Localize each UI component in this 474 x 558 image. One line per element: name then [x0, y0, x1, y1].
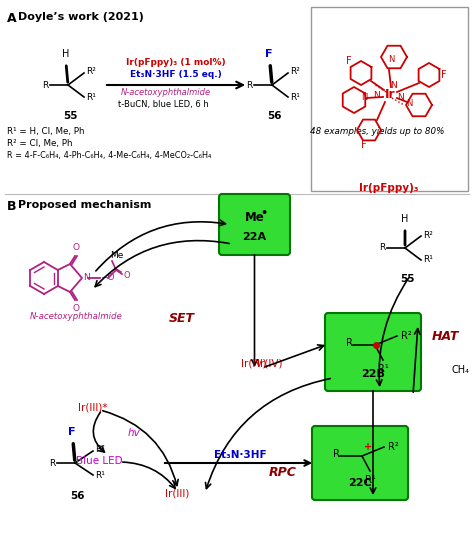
Text: Et₃N·3HF: Et₃N·3HF	[214, 450, 266, 460]
Text: R: R	[346, 338, 353, 348]
FancyBboxPatch shape	[312, 426, 408, 500]
Text: F: F	[265, 49, 273, 59]
Text: R¹: R¹	[86, 93, 96, 102]
Text: •: •	[260, 208, 267, 218]
Text: R: R	[246, 80, 252, 89]
Text: R = 4-F-C₆H₄, 4-Ph-C₆H₄, 4-Me-C₆H₄, 4-MeCO₂-C₆H₄: R = 4-F-C₆H₄, 4-Ph-C₆H₄, 4-Me-C₆H₄, 4-Me…	[7, 151, 211, 160]
Text: Ir(IV): Ir(IV)	[241, 358, 267, 368]
Text: R²: R²	[86, 68, 96, 76]
Text: F: F	[346, 56, 352, 66]
Text: R: R	[333, 449, 339, 459]
FancyBboxPatch shape	[325, 313, 421, 391]
Text: 56: 56	[70, 491, 84, 501]
Text: R¹: R¹	[365, 475, 375, 485]
Text: O: O	[73, 243, 80, 252]
Text: N: N	[361, 94, 367, 103]
Text: N: N	[391, 80, 397, 89]
Text: Et₃N·3HF (1.5 eq.): Et₃N·3HF (1.5 eq.)	[130, 70, 222, 79]
Text: Ir(III): Ir(III)	[165, 488, 190, 498]
Text: +: +	[364, 442, 372, 452]
Text: Ir(pFppy)₃: Ir(pFppy)₃	[359, 183, 419, 193]
Text: R: R	[379, 243, 385, 253]
Text: R²: R²	[290, 68, 300, 76]
Text: N-acetoxyphthalmide: N-acetoxyphthalmide	[121, 88, 211, 97]
Text: O: O	[124, 271, 131, 280]
Text: Blue LED: Blue LED	[76, 456, 123, 466]
Text: N: N	[406, 99, 412, 108]
Text: Me: Me	[245, 211, 264, 224]
Text: 22A: 22A	[242, 232, 266, 242]
Text: F: F	[361, 140, 367, 150]
Text: 22C: 22C	[348, 478, 372, 488]
Text: N: N	[83, 273, 90, 282]
Text: 55: 55	[400, 274, 414, 284]
Text: B: B	[7, 200, 17, 213]
Text: t-BuCN, blue LED, 6 h: t-BuCN, blue LED, 6 h	[118, 100, 209, 109]
Text: H: H	[62, 49, 70, 59]
Text: SET: SET	[169, 311, 195, 325]
Text: R²: R²	[423, 230, 433, 239]
Text: RPC: RPC	[269, 465, 297, 479]
Text: R²: R²	[401, 331, 412, 341]
Text: 48 examples, yields up to 80%: 48 examples, yields up to 80%	[310, 127, 445, 136]
Text: HAT: HAT	[431, 330, 459, 343]
Text: R²: R²	[388, 442, 399, 452]
Text: Doyle’s work (2021): Doyle’s work (2021)	[18, 12, 144, 22]
Text: Me: Me	[110, 251, 123, 260]
Text: Ir(IV): Ir(IV)	[257, 358, 283, 368]
Text: CH₄: CH₄	[452, 365, 470, 375]
Text: H: H	[401, 214, 409, 224]
Text: N: N	[374, 90, 380, 99]
Text: 55: 55	[63, 111, 77, 121]
Text: R² = Cl, Me, Ph: R² = Cl, Me, Ph	[7, 139, 73, 148]
Text: R: R	[42, 80, 48, 89]
Text: Ir(III)*: Ir(III)*	[78, 402, 108, 412]
FancyBboxPatch shape	[311, 7, 468, 191]
Text: R¹: R¹	[378, 364, 388, 374]
Text: hv: hv	[128, 428, 141, 438]
Text: Ir(pFppy)₃ (1 mol%): Ir(pFppy)₃ (1 mol%)	[126, 58, 226, 67]
Text: R¹: R¹	[290, 93, 300, 102]
Text: F: F	[68, 427, 76, 437]
Text: N-acetoxyphthalmide: N-acetoxyphthalmide	[30, 312, 123, 321]
Text: 22B: 22B	[361, 369, 385, 379]
Text: 56: 56	[267, 111, 281, 121]
Text: −O: −O	[100, 273, 115, 282]
Text: R¹: R¹	[95, 470, 105, 479]
Text: N: N	[398, 93, 404, 102]
Text: F: F	[441, 70, 447, 80]
Text: N: N	[388, 55, 394, 64]
Text: R¹: R¹	[423, 256, 433, 264]
Text: R¹ = H, Cl, Me, Ph: R¹ = H, Cl, Me, Ph	[7, 127, 84, 136]
Text: Ir: Ir	[385, 88, 395, 100]
Text: R²: R²	[95, 445, 105, 455]
Text: O: O	[73, 304, 80, 313]
FancyBboxPatch shape	[219, 194, 290, 255]
Text: R: R	[49, 459, 55, 468]
Text: Proposed mechanism: Proposed mechanism	[18, 200, 151, 210]
Text: A: A	[7, 12, 17, 25]
